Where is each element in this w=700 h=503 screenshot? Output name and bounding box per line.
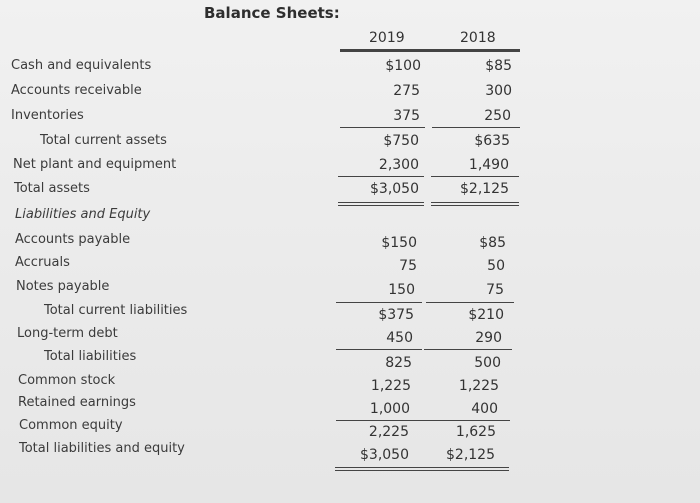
double-rule-2018-liabilities xyxy=(421,467,509,471)
value-2018-accounts-payable: $85 xyxy=(479,235,506,251)
header-underline xyxy=(340,49,520,52)
value-2018-cash: $85 xyxy=(485,58,512,74)
value-2019-cash: $100 xyxy=(385,58,421,74)
value-2018-notes-payable: 75 xyxy=(486,282,504,298)
value-2019-total-current-liabilities: $375 xyxy=(378,307,414,323)
value-2018-inventories: 250 xyxy=(484,108,511,124)
label-common-stock: Common stock xyxy=(18,373,116,388)
label-total-current-liabilities: Total current liabilities xyxy=(44,303,188,318)
double-rule-2018-assets xyxy=(431,202,519,206)
value-2018-net-plant: 1,490 xyxy=(468,157,509,173)
label-total-current-assets: Total current assets xyxy=(40,133,167,148)
value-2018-total-liabilities: 500 xyxy=(474,355,501,371)
label-accounts-receivable: Accounts receivable xyxy=(11,83,142,98)
rule-2018-assets xyxy=(432,127,520,128)
rule-2018-equity xyxy=(422,420,510,421)
label-notes-payable: Notes payable xyxy=(16,279,110,294)
value-2019-net-plant: 2,300 xyxy=(378,157,419,173)
label-retained-earnings: Retained earnings xyxy=(18,395,136,410)
rule-2018-total-liabilities xyxy=(424,349,512,350)
value-2019-accounts-payable: $150 xyxy=(381,235,417,251)
value-2019-notes-payable: 150 xyxy=(388,282,415,298)
label-total-liabilities-equity: Total liabilities and equity xyxy=(19,441,185,456)
value-2019-common-stock: 1,225 xyxy=(370,378,411,394)
year-header-2019: 2019 xyxy=(369,30,405,46)
value-2018-total-assets: $2,125 xyxy=(460,181,509,197)
rule-2019-equity xyxy=(336,420,422,421)
label-long-term-debt: Long-term debt xyxy=(17,326,118,341)
value-2019-retained-earnings: 1,000 xyxy=(369,401,410,417)
label-cash: Cash and equivalents xyxy=(11,58,152,73)
label-liabilities-equity: Liabilities and Equity xyxy=(15,207,151,222)
label-net-plant: Net plant and equipment xyxy=(13,157,177,172)
rule-2019-total-assets xyxy=(338,176,424,177)
value-2018-common-equity: 1,625 xyxy=(455,424,496,440)
value-2019-total-current-assets: $750 xyxy=(383,133,419,149)
value-2019-common-equity: 2,225 xyxy=(368,424,409,440)
value-2019-total-liabilities-equity: $3,050 xyxy=(360,447,409,463)
rule-2019-liabilities xyxy=(336,302,422,303)
rule-2019-total-liabilities xyxy=(336,349,422,350)
value-2018-total-current-assets: $635 xyxy=(474,133,510,149)
value-2018-long-term-debt: 290 xyxy=(475,330,502,346)
label-common-equity: Common equity xyxy=(19,418,123,433)
value-2018-accruals: 50 xyxy=(487,258,505,274)
double-rule-2019-liabilities xyxy=(335,467,421,471)
value-2019-accruals: 75 xyxy=(399,258,417,274)
rule-2018-liabilities xyxy=(426,302,514,303)
value-2019-receivable: 275 xyxy=(393,83,420,99)
value-2018-receivable: 300 xyxy=(485,83,512,99)
value-2019-long-term-debt: 450 xyxy=(386,330,413,346)
label-accounts-payable: Accounts payable xyxy=(15,232,131,247)
rule-2019-assets xyxy=(340,127,425,128)
label-accruals: Accruals xyxy=(15,255,70,270)
value-2018-total-current-liabilities: $210 xyxy=(468,307,504,323)
label-inventories: Inventories xyxy=(11,108,84,123)
rule-2018-total-assets xyxy=(431,176,519,177)
label-total-assets: Total assets xyxy=(14,181,90,196)
value-2019-total-assets: $3,050 xyxy=(370,181,419,197)
label-total-liabilities: Total liabilities xyxy=(44,349,137,364)
double-rule-2019-assets xyxy=(338,202,424,206)
sheet-title: Balance Sheets: xyxy=(204,4,340,22)
value-2018-retained-earnings: 400 xyxy=(471,401,498,417)
year-header-2018: 2018 xyxy=(460,30,496,46)
value-2018-common-stock: 1,225 xyxy=(458,378,499,394)
value-2018-total-liabilities-equity: $2,125 xyxy=(446,447,495,463)
value-2019-total-liabilities: 825 xyxy=(385,355,412,371)
value-2019-inventories: 375 xyxy=(393,108,420,124)
